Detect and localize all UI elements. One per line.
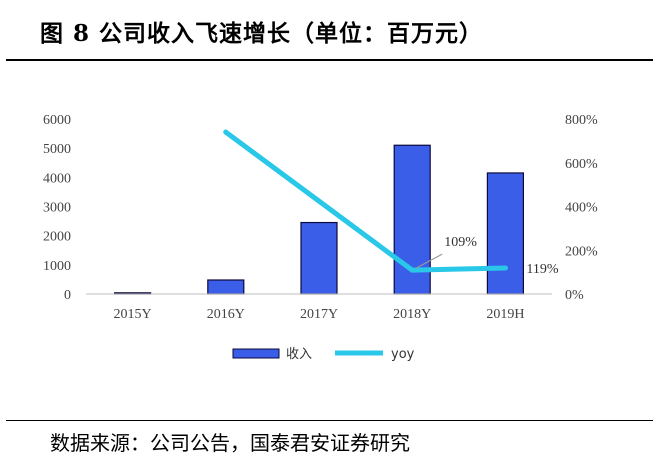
x-tick-label-0: 2015Y (114, 307, 152, 322)
top-rule (6, 59, 653, 61)
source-note: 数据来源：公司公告，国泰君安证券研究 (50, 431, 410, 455)
y-left-tick-label-6: 6000 (43, 113, 71, 128)
y-left-tick-label-1: 1000 (43, 259, 71, 274)
y-left-tick-label-2: 2000 (43, 230, 71, 245)
y-right-tick-label-0: 0% (565, 288, 584, 303)
annotation-label-0: 109% (444, 235, 477, 250)
yoy-point-2019H (502, 265, 508, 271)
annotation-label-1: 119% (526, 262, 558, 277)
annotation-leader-0 (415, 253, 443, 269)
y-left-tick-label-5: 5000 (43, 142, 71, 157)
chart-title: 图 8 公司收入飞速增长（单位：百万元） (40, 20, 484, 47)
y-right-tick-label-4: 800% (565, 113, 598, 128)
legend-label-revenue: 收入 (286, 347, 312, 362)
legend-label-yoy: yoy (391, 347, 415, 362)
y-left-tick-label-4: 4000 (43, 171, 71, 186)
x-tick-label-1: 2016Y (207, 307, 245, 322)
x-tick-label-3: 2018Y (393, 307, 431, 322)
y-right-tick-label-3: 600% (565, 157, 598, 172)
bar-2017Y (300, 221, 338, 295)
y-right-tick-label-1: 200% (565, 244, 598, 259)
bar-2016Y (207, 279, 245, 295)
bar-2019H (486, 172, 524, 295)
y-left-tick-label-0: 0 (64, 288, 71, 303)
legend-swatch-revenue (232, 348, 280, 359)
x-tick-label-2: 2017Y (300, 307, 338, 322)
y-left-tick-label-3: 3000 (43, 201, 71, 216)
bottom-rule (6, 420, 653, 421)
yoy-point-2016Y (223, 129, 229, 135)
yoy-point-2018Y (409, 267, 415, 273)
y-right-tick-label-2: 400% (565, 201, 598, 216)
x-tick-label-4: 2019H (486, 307, 524, 322)
